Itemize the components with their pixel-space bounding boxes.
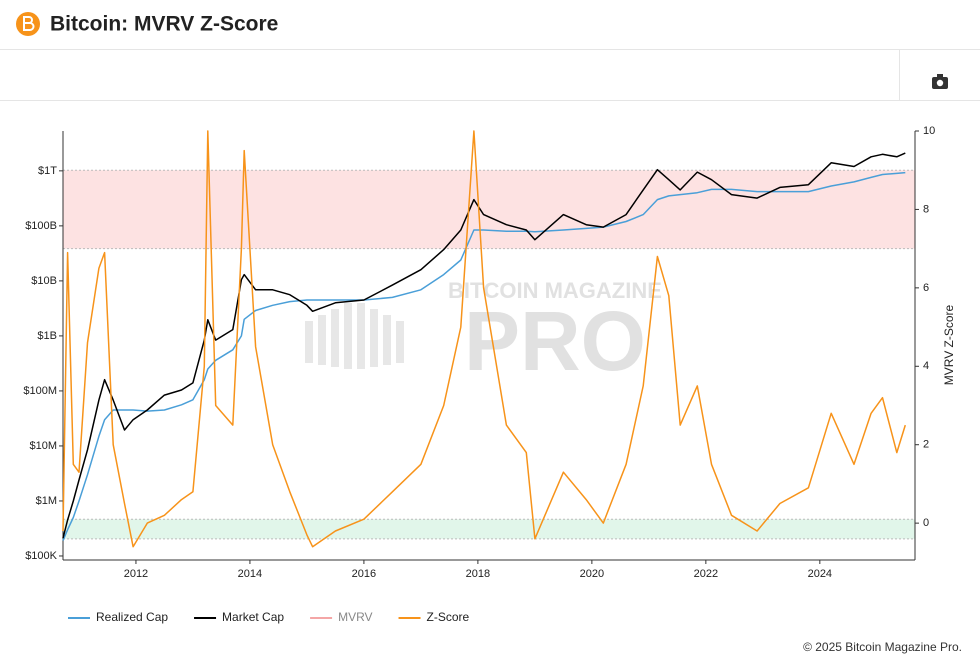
- y-tick-label: $100B: [25, 220, 57, 232]
- x-tick-label: 2014: [238, 568, 262, 580]
- watermark-bar: [396, 321, 404, 363]
- copyright: © 2025 Bitcoin Magazine Pro.: [803, 640, 962, 654]
- y-tick-label: $10B: [31, 275, 57, 287]
- zone: [63, 170, 915, 249]
- y2-tick-label: 0: [923, 517, 929, 529]
- y2-tick-label: 2: [923, 439, 929, 451]
- y-tick-label: $100M: [23, 385, 57, 397]
- series-line: [62, 171, 906, 541]
- y2-tick-label: 4: [923, 360, 929, 372]
- x-tick-label: 2016: [352, 568, 376, 580]
- y-tick-label: $1T: [38, 165, 57, 177]
- watermark-bar: [344, 303, 352, 369]
- legend-label: MVRV: [338, 610, 372, 624]
- legend-label: Market Cap: [222, 610, 284, 624]
- y2-tick-label: 10: [923, 125, 935, 137]
- x-tick-label: 2018: [466, 568, 490, 580]
- y-tick-label: $1M: [36, 495, 57, 507]
- series-line: [62, 152, 906, 539]
- x-tick-label: 2020: [580, 568, 604, 580]
- watermark-bar: [370, 309, 378, 367]
- legend-label: Realized Cap: [96, 610, 168, 624]
- watermark-main: PRO: [464, 294, 646, 388]
- watermark-bar: [383, 315, 391, 365]
- watermark-bar: [357, 303, 365, 369]
- y2-axis-title: MVRV Z-Score: [942, 304, 956, 385]
- y-tick-label: $100K: [25, 550, 57, 562]
- x-tick-label: 2024: [808, 568, 832, 580]
- watermark-bar: [318, 315, 326, 365]
- page-title: Bitcoin: MVRV Z-Score: [50, 13, 278, 36]
- legend-label: Z-Score: [427, 610, 470, 624]
- series-line: [62, 130, 907, 548]
- y-tick-label: $10M: [29, 440, 57, 452]
- watermark-bar: [305, 321, 313, 363]
- watermark-bar: [331, 309, 339, 367]
- plot: BITCOIN MAGAZINEPRO$100K$1M$10M$100M$1B$…: [23, 125, 956, 624]
- x-tick-label: 2022: [694, 568, 718, 580]
- zone: [63, 519, 915, 539]
- camera-button[interactable]: [932, 74, 948, 89]
- x-tick-label: 2012: [124, 568, 148, 580]
- y2-tick-label: 6: [923, 282, 929, 294]
- y-tick-label: $1B: [37, 330, 57, 342]
- bitcoin-icon: [16, 12, 40, 36]
- y2-tick-label: 8: [923, 203, 929, 215]
